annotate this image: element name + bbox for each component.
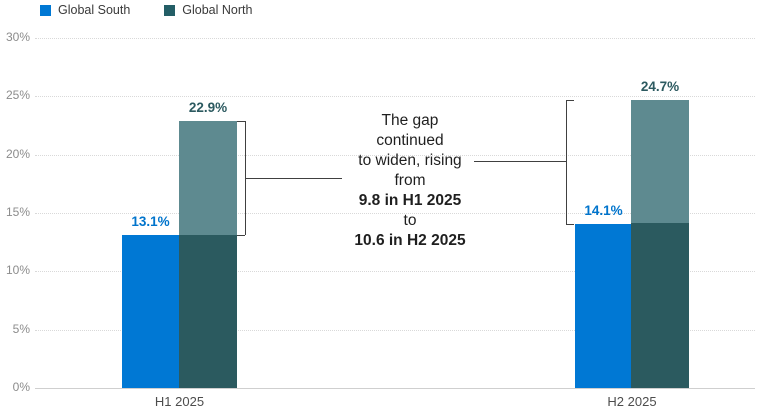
y-tick-label-25%: 25% (5, 88, 30, 103)
y-tick-label-20%: 20% (5, 146, 30, 161)
gap-bracket-h2-top-tick (566, 100, 574, 101)
gap-bracket-h1-bottom-tick (237, 235, 245, 236)
bar-global-north-h1-2025[interactable] (179, 120, 237, 388)
gap-annotation-line-2: continued (376, 132, 444, 149)
gap-annotation-line-4: from (394, 172, 426, 189)
legend-item-global-north[interactable]: Global North (164, 3, 252, 17)
gridline-20% (35, 154, 755, 156)
gap-bracket-h1 (245, 121, 246, 235)
gridline-5% (35, 329, 755, 331)
gap-annotation-line-3: to widen, rising (358, 152, 462, 169)
legend: Global South Global North (40, 2, 286, 18)
bar-global-north-upper-segment (179, 120, 237, 236)
gridline-30% (35, 38, 755, 39)
gap-bracket-h2-bottom-tick (566, 224, 574, 225)
gap-annotation-line-1: The gap (381, 112, 439, 129)
gridline-15% (35, 213, 755, 214)
bar-global-north-upper-segment (631, 99, 689, 224)
y-tick-label-0%: 0% (12, 380, 30, 394)
data-label-global-north-h1-2025: 22.9% (188, 99, 228, 115)
bar-global-north-lower-segment (179, 235, 237, 388)
gap-connector-h2 (474, 161, 566, 162)
legend-swatch-icon (164, 4, 176, 16)
y-tick-label-15%: 15% (5, 205, 30, 219)
gap-bracket-h2 (566, 100, 567, 224)
y-tick-label-10%: 10% (5, 263, 30, 278)
gap-annotation-line-5: 9.8 in H1 2025 (358, 192, 462, 209)
legend-item-global-south[interactable]: Global South (40, 3, 130, 17)
legend-label: Global North (182, 3, 253, 17)
gap-connector-h1 (246, 178, 342, 179)
y-tick-label-5%: 5% (12, 321, 30, 336)
x-axis-label-h2-2025: H2 2025 (607, 394, 657, 409)
gap-annotation-line-7: 10.6 in H2 2025 (354, 232, 466, 249)
data-label-global-north-h2-2025: 24.7% (640, 78, 680, 94)
gap-annotation: The gap continued to widen, rising from 9.8 … (338, 111, 482, 251)
bar-global-north-h2-2025[interactable] (631, 99, 689, 388)
gridline-25% (35, 96, 755, 98)
data-label-global-south-h2-2025: 14.1% (584, 202, 623, 218)
bar-global-north-lower-segment (631, 223, 689, 388)
bar-global-south-h2-2025[interactable] (575, 223, 632, 388)
gap-bracket-h1-top-tick (237, 121, 245, 122)
x-axis-label-h1-2025: H1 2025 (154, 394, 205, 409)
y-tick-label-30%: 30% (5, 30, 30, 44)
data-label-global-south-h1-2025: 13.1% (131, 214, 170, 230)
gridline-10% (35, 271, 755, 273)
bar-global-south-h1-2025[interactable] (122, 235, 179, 388)
x-axis-line (35, 388, 755, 389)
gap-annotation-line-6: to (403, 212, 417, 229)
legend-swatch-icon (40, 4, 51, 16)
legend-label: Global South (58, 3, 131, 17)
